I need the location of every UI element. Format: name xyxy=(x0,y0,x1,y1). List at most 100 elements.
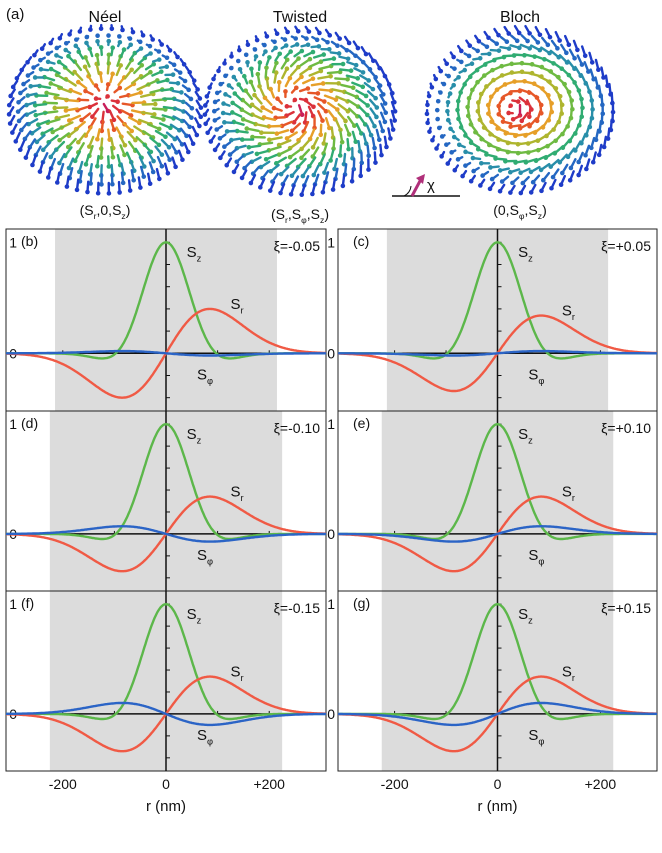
panel-a-label: (a) xyxy=(6,6,24,23)
spin-arrow-head xyxy=(252,92,257,98)
spin-arrow-head xyxy=(372,123,377,129)
spin-arrow-head xyxy=(95,136,100,142)
ytick-label-one: 1 xyxy=(327,596,335,612)
spin-arrow-head xyxy=(74,187,80,193)
spin-arrow-head xyxy=(187,69,193,75)
spin-arrow-head xyxy=(383,110,389,116)
xtick-label: +200 xyxy=(585,776,617,792)
spin-arrow-head xyxy=(500,119,506,124)
spin-arrow-head xyxy=(299,48,305,54)
spin-arrow-head xyxy=(527,31,532,36)
paren-open: ( xyxy=(80,202,85,218)
label-main: S xyxy=(528,366,538,383)
spin-arrow-head xyxy=(572,55,577,61)
spin-arrow-head xyxy=(74,37,79,42)
spin-arrow-head xyxy=(57,137,62,143)
spin-arrow-head xyxy=(120,180,126,186)
spin-arrow-head xyxy=(257,60,263,65)
spin-arrow-head xyxy=(318,132,324,138)
label-sub: r xyxy=(572,312,575,322)
spin-arrow-head xyxy=(310,76,316,81)
spin-arrow-head xyxy=(75,79,81,85)
spin-arrow-head xyxy=(40,147,46,153)
spin-arrow-head xyxy=(274,60,279,66)
spin-arrow-head xyxy=(497,168,503,173)
spin-arrow-head xyxy=(496,111,502,117)
spin-arrow-head xyxy=(321,52,327,57)
spin-arrow-head xyxy=(53,95,58,100)
texture-components-neel: (Sr,0,Sz) xyxy=(80,202,131,221)
spin-arrow-head xyxy=(16,118,22,124)
spin-arrow-head xyxy=(317,30,322,36)
label-sub: r xyxy=(241,493,244,503)
label-main: S xyxy=(187,606,197,623)
sphi-curve xyxy=(338,525,657,543)
spin-arrow-head xyxy=(452,66,457,71)
label-main: S xyxy=(518,244,528,261)
spin-arrow-head xyxy=(455,157,461,162)
spin-arrow-head xyxy=(506,31,512,36)
spin-arrow-head xyxy=(222,120,227,125)
spin-arrow-head xyxy=(478,183,483,188)
spin-arrow-head xyxy=(299,112,305,117)
spin-arrow-head xyxy=(243,88,248,93)
spin-arrow-head xyxy=(32,75,38,80)
label-main: S xyxy=(528,547,538,564)
spin-arrow-head xyxy=(263,156,269,162)
spin-arrow-head xyxy=(106,33,111,38)
spin-arrow-head xyxy=(73,43,79,49)
label-sub: r xyxy=(572,493,575,503)
texture-title-twisted: Twisted xyxy=(273,9,327,26)
label-sub: r xyxy=(241,673,244,683)
spin-arrow-head xyxy=(180,99,186,105)
spin-arrow-head xyxy=(205,130,210,136)
component-part: z xyxy=(121,211,125,221)
spin-arrow-head xyxy=(234,128,240,134)
spin-arrow-head xyxy=(480,173,485,178)
spin-arrow-head xyxy=(445,100,451,105)
spin-arrow-head xyxy=(340,183,346,189)
spin-arrow-head xyxy=(296,56,301,61)
spin-arrow-head xyxy=(527,114,532,120)
spin-arrow-head xyxy=(267,137,272,143)
spin-arrow-head xyxy=(273,45,278,51)
spin-arrow-head xyxy=(445,108,450,114)
spin-arrow-head xyxy=(339,139,345,145)
spin-arrow-head xyxy=(254,151,260,157)
spin-arrow-head xyxy=(83,162,89,167)
spin-arrow-head xyxy=(186,87,191,93)
spin-arrow-head xyxy=(177,70,183,75)
spin-arrow-head xyxy=(110,45,116,51)
spin-arrow-head xyxy=(253,54,259,59)
spin-arrow-head xyxy=(553,138,558,144)
spin-arrow-head xyxy=(172,136,178,142)
spin-arrow-head xyxy=(151,61,157,67)
spin-arrow-head xyxy=(94,163,100,169)
spin-arrow-head xyxy=(63,40,69,46)
label-sub: φ xyxy=(207,556,213,566)
component-part: S xyxy=(84,202,93,218)
spin-arrow-head xyxy=(48,154,54,160)
spin-arrow-head xyxy=(141,174,147,179)
spin-arrow-head xyxy=(268,86,273,92)
spin-arrow-head xyxy=(293,36,299,41)
spin-arrow-head xyxy=(111,117,117,123)
spin-arrow-head xyxy=(164,55,170,61)
spin-arrow-head xyxy=(190,141,196,146)
sz-curve xyxy=(6,602,326,721)
spin-arrow-head xyxy=(259,130,264,135)
spin-arrow-head xyxy=(444,142,449,147)
component-part: r xyxy=(94,211,97,221)
spin-arrow-head xyxy=(271,105,277,111)
spin-arrow-head xyxy=(299,74,304,80)
spin-arrow-head xyxy=(537,32,543,38)
panel-label: (c) xyxy=(353,233,369,249)
component-part: S xyxy=(276,206,285,222)
spin-arrow-head xyxy=(326,46,332,52)
spin-arrow-head xyxy=(212,99,218,105)
spin-arrow-head xyxy=(328,73,333,79)
spin-arrow-head xyxy=(328,158,333,163)
